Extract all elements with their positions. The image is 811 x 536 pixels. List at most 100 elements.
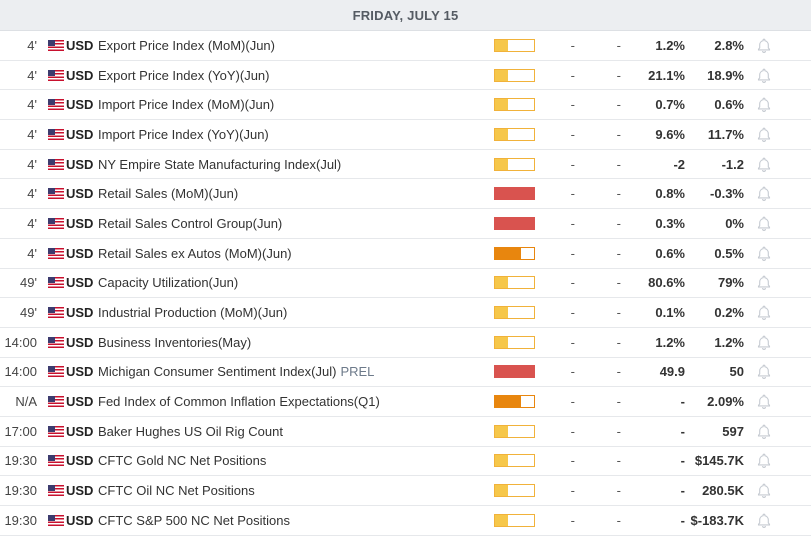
event-time: 4'	[27, 215, 37, 231]
bell-icon[interactable]	[757, 150, 771, 179]
bell-icon[interactable]	[757, 239, 771, 268]
event-name-text: Business Inventories(May)	[98, 334, 252, 350]
event-row[interactable]: 4' USD Retail Sales (MoM)(Jun) - - 0.8% -0.3%	[0, 179, 811, 210]
consensus-value: 50	[729, 364, 744, 380]
event-row[interactable]: 4' USD Import Price Index (MoM)(Jun) - - 0.7%…	[0, 90, 811, 121]
previous-value: 1.2%	[655, 334, 685, 350]
event-name[interactable]: CFTC Gold NC Net Positions	[98, 447, 266, 476]
actual-value: -	[570, 215, 575, 231]
event-row[interactable]: 14:00 USD Michigan Consumer Sentiment Inde…	[0, 358, 811, 388]
event-row[interactable]: 4' USD Export Price Index (YoY)(Jun) - - 21.1…	[0, 61, 811, 91]
bell-icon[interactable]	[757, 269, 771, 298]
impact-indicator	[494, 239, 535, 268]
event-row[interactable]: 4' USD Export Price Index (MoM)(Jun) - - 1.2%…	[0, 31, 811, 61]
bell-icon[interactable]	[757, 120, 771, 149]
event-row[interactable]: N/A USD Fed Index of Common Inflation Expe…	[0, 387, 811, 417]
event-name-text: Michigan Consumer Sentiment Index(Jul)	[98, 364, 337, 380]
forecast-value: -	[616, 305, 621, 321]
event-name[interactable]: Retail Sales (MoM)(Jun)	[98, 179, 238, 208]
event-name-text: Import Price Index (YoY)(Jun)	[98, 126, 269, 142]
event-row[interactable]: 49' USD Industrial Production (MoM)(Jun) - -…	[0, 298, 811, 328]
event-name-text: CFTC Oil NC Net Positions	[98, 483, 255, 499]
forecast-value: -	[616, 186, 621, 202]
event-name[interactable]: Business Inventories(May)	[98, 328, 251, 357]
bell-icon[interactable]	[757, 328, 771, 357]
impact-indicator	[494, 61, 535, 90]
forecast-value: -	[616, 453, 621, 469]
us-flag-icon	[48, 120, 64, 149]
actual-value: -	[570, 275, 575, 291]
consensus-value: -0.3%	[710, 186, 744, 202]
bell-icon[interactable]	[757, 417, 771, 446]
forecast-value: -	[616, 215, 621, 231]
event-row[interactable]: 4' USD Retail Sales Control Group(Jun) - - 0.…	[0, 209, 811, 239]
event-row[interactable]: 19:30 USD CFTC Oil NC Net Positions - - - 280.…	[0, 476, 811, 506]
forecast-value: -	[616, 364, 621, 380]
forecast-value: -	[616, 275, 621, 291]
us-flag-icon	[48, 387, 64, 416]
bell-icon[interactable]	[757, 179, 771, 208]
bell-icon[interactable]	[757, 209, 771, 238]
actual-value: -	[570, 483, 575, 499]
event-name[interactable]: Industrial Production (MoM)(Jun)	[98, 298, 287, 327]
event-row[interactable]: 4' USD Retail Sales ex Autos (MoM)(Jun) - - 0…	[0, 239, 811, 269]
event-time: 4'	[27, 186, 37, 202]
actual-value: -	[570, 305, 575, 321]
event-row[interactable]: 49' USD Capacity Utilization(Jun) - - 80.6% 79…	[0, 269, 811, 299]
event-row[interactable]: 19:30 USD CFTC Gold NC Net Positions - - - $14…	[0, 447, 811, 477]
us-flag-icon	[48, 447, 64, 476]
us-flag-icon	[48, 358, 64, 387]
event-name[interactable]: Import Price Index (YoY)(Jun)	[98, 120, 269, 149]
currency-code: USD	[66, 67, 94, 83]
us-flag-icon	[48, 150, 64, 179]
us-flag-icon	[48, 298, 64, 327]
event-time: 4'	[27, 156, 37, 172]
bell-icon[interactable]	[757, 298, 771, 327]
forecast-value: -	[616, 245, 621, 261]
us-flag-icon	[48, 269, 64, 298]
bell-icon[interactable]	[757, 447, 771, 476]
event-row[interactable]: 4' USD NY Empire State Manufacturing Index…	[0, 150, 811, 180]
bell-icon[interactable]	[757, 90, 771, 119]
event-name[interactable]: Capacity Utilization(Jun)	[98, 269, 238, 298]
event-time: 49'	[20, 275, 37, 291]
currency-code: USD	[66, 245, 94, 261]
event-name[interactable]: CFTC Oil NC Net Positions	[98, 476, 255, 505]
event-name[interactable]: NY Empire State Manufacturing Index(Jul)	[98, 150, 341, 179]
previous-value: -	[680, 453, 685, 469]
event-name[interactable]: Export Price Index (MoM)(Jun)	[98, 31, 275, 60]
bell-icon[interactable]	[757, 358, 771, 387]
consensus-value: 0.6%	[714, 97, 744, 113]
event-name[interactable]: CFTC S&P 500 NC Net Positions	[98, 506, 290, 535]
bell-icon[interactable]	[757, 61, 771, 90]
impact-indicator	[494, 506, 535, 535]
event-name-text: Retail Sales (MoM)(Jun)	[98, 186, 239, 202]
bell-icon[interactable]	[757, 476, 771, 505]
forecast-value: -	[616, 37, 621, 53]
event-name[interactable]: Michigan Consumer Sentiment Index(Jul) PR…	[98, 358, 374, 387]
event-row[interactable]: 14:00 USD Business Inventories(May) - - 1.2% 1…	[0, 328, 811, 358]
bell-icon[interactable]	[757, 387, 771, 416]
event-name[interactable]: Import Price Index (MoM)(Jun)	[98, 90, 274, 119]
event-name-text: CFTC Gold NC Net Positions	[98, 453, 267, 469]
event-row[interactable]: 19:30 USD CFTC S&P 500 NC Net Positions - - -…	[0, 506, 811, 536]
bell-icon[interactable]	[757, 31, 771, 60]
consensus-value: $-183.7K	[690, 512, 744, 528]
bell-icon[interactable]	[757, 506, 771, 535]
currency-code: USD	[66, 156, 94, 172]
us-flag-icon	[48, 417, 64, 446]
day-header: FRIDAY, JULY 15	[0, 0, 811, 31]
event-name[interactable]: Fed Index of Common Inflation Expectatio…	[98, 387, 380, 416]
event-row[interactable]: 17:00 USD Baker Hughes US Oil Rig Count - - -…	[0, 417, 811, 447]
actual-value: -	[570, 37, 575, 53]
currency-code: USD	[66, 453, 94, 469]
event-row[interactable]: 4' USD Import Price Index (YoY)(Jun) - - 9.6%…	[0, 120, 811, 150]
event-name[interactable]: Retail Sales ex Autos (MoM)(Jun)	[98, 239, 292, 268]
currency-code: USD	[66, 215, 94, 231]
us-flag-icon	[48, 328, 64, 357]
forecast-value: -	[616, 334, 621, 350]
event-name[interactable]: Retail Sales Control Group(Jun)	[98, 209, 282, 238]
event-name[interactable]: Baker Hughes US Oil Rig Count	[98, 417, 283, 446]
forecast-value: -	[616, 97, 621, 113]
event-name[interactable]: Export Price Index (YoY)(Jun)	[98, 61, 269, 90]
